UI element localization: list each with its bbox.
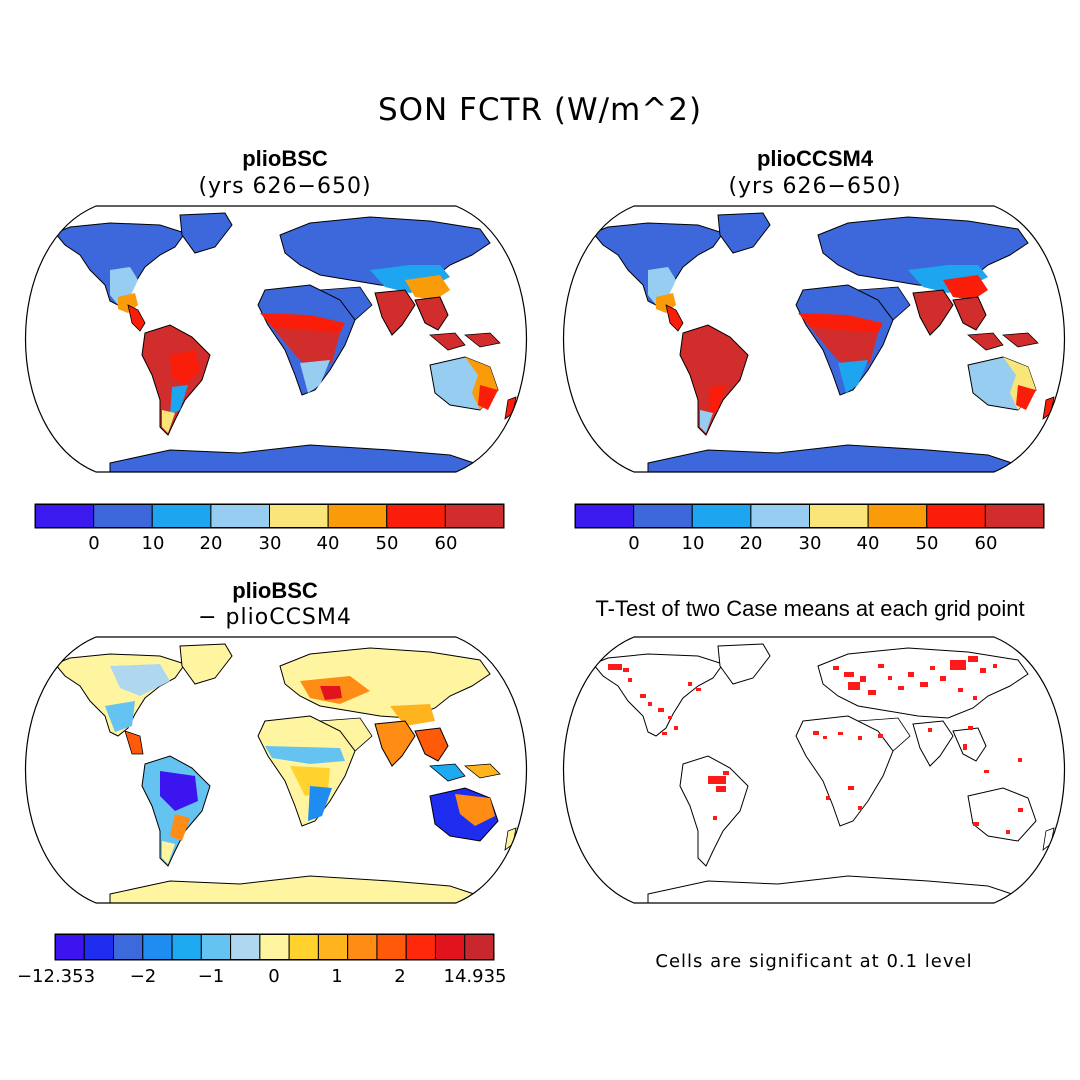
panel-title-bottom-right: T-Test of two Case means at each grid po… — [595, 596, 1025, 621]
colorbar-tr-tick: 30 — [798, 533, 822, 554]
colorbar-tl-tick: 20 — [199, 533, 223, 554]
colorbar-swatch — [317, 933, 349, 961]
colorbar-top-left — [34, 503, 505, 529]
colorbar-tr-tick: 10 — [681, 533, 705, 554]
colorbar-tr-tick: 60 — [974, 533, 998, 554]
map-bottom-left — [24, 636, 528, 904]
colorbar-swatch — [750, 503, 811, 529]
panel-subtitle-bottom-left: − plioCCSM4 — [198, 605, 352, 630]
colorbar-swatch — [984, 503, 1045, 529]
colorbar-swatch — [926, 503, 986, 529]
colorbar-swatch — [54, 933, 85, 961]
colorbar-swatch — [574, 503, 635, 529]
colorbar-swatch — [288, 933, 319, 961]
colorbar-diff-tick: −1 — [197, 966, 225, 987]
panel-title-bottom-left: plioBSC — [232, 578, 318, 603]
colorbar-swatch — [867, 503, 928, 529]
colorbar-swatch — [210, 503, 271, 529]
colorbar-tr-tick: 20 — [739, 533, 763, 554]
colorbar-swatch — [327, 503, 388, 529]
significance-cells — [608, 656, 1023, 834]
colorbar-swatch — [633, 503, 693, 529]
colorbar-tl-tick: 60 — [434, 533, 458, 554]
colorbar-swatch — [83, 933, 115, 961]
colorbar-swatch — [386, 503, 446, 529]
colorbar-diff-tick: −12.353 — [16, 966, 96, 987]
colorbar-swatch — [464, 933, 495, 961]
colorbar-tr-tick: 0 — [628, 533, 640, 554]
colorbar-swatch — [93, 503, 153, 529]
map-top-right — [562, 205, 1066, 473]
colorbar-swatch — [230, 933, 261, 961]
colorbar-tl-tick: 0 — [88, 533, 100, 554]
colorbar-swatch — [444, 503, 505, 529]
significance-note: Cells are significant at 0.1 level — [655, 951, 973, 972]
colorbar-diff-tick: 1 — [331, 966, 343, 987]
colorbar-tl-tick: 50 — [375, 533, 399, 554]
map-top-left — [24, 205, 528, 473]
colorbar-swatch — [405, 933, 436, 961]
colorbar-swatch — [259, 933, 290, 961]
colorbar-swatch — [809, 503, 869, 529]
colorbar-swatch — [691, 503, 752, 529]
colorbar-diff-tick: 2 — [394, 966, 406, 987]
colorbar-tr-tick: 50 — [915, 533, 939, 554]
colorbar-swatch — [113, 933, 144, 961]
colorbar-tl-tick: 30 — [258, 533, 282, 554]
colorbar-swatch — [347, 933, 378, 961]
panel-subtitle-top-right: (yrs 626−650) — [728, 174, 902, 199]
panel-subtitle-top-left: (yrs 626−650) — [198, 174, 372, 199]
map-bottom-right — [562, 636, 1066, 904]
colorbar-swatch — [34, 503, 95, 529]
colorbar-diff-tick: 14.935 — [443, 966, 507, 987]
figure-title: SON FCTR (W/m^2) — [377, 92, 703, 128]
colorbar-tr-tick: 40 — [856, 533, 880, 554]
colorbar-swatch — [142, 933, 173, 961]
colorbar-tl-tick: 40 — [316, 533, 340, 554]
panel-title-top-right: plioCCSM4 — [756, 146, 874, 171]
colorbar-swatch — [376, 933, 407, 961]
colorbar-swatch — [434, 933, 466, 961]
colorbar-diff-tick: −2 — [129, 966, 157, 987]
colorbar-diff-tick: 0 — [268, 966, 280, 987]
colorbar-swatch — [151, 503, 212, 529]
colorbar-top-right — [574, 503, 1045, 529]
colorbar-difference — [54, 933, 495, 961]
colorbar-swatch — [200, 933, 232, 961]
colorbar-swatch — [269, 503, 329, 529]
colorbar-swatch — [171, 933, 202, 961]
panel-title-top-left: plioBSC — [242, 146, 328, 171]
colorbar-tl-tick: 10 — [141, 533, 165, 554]
